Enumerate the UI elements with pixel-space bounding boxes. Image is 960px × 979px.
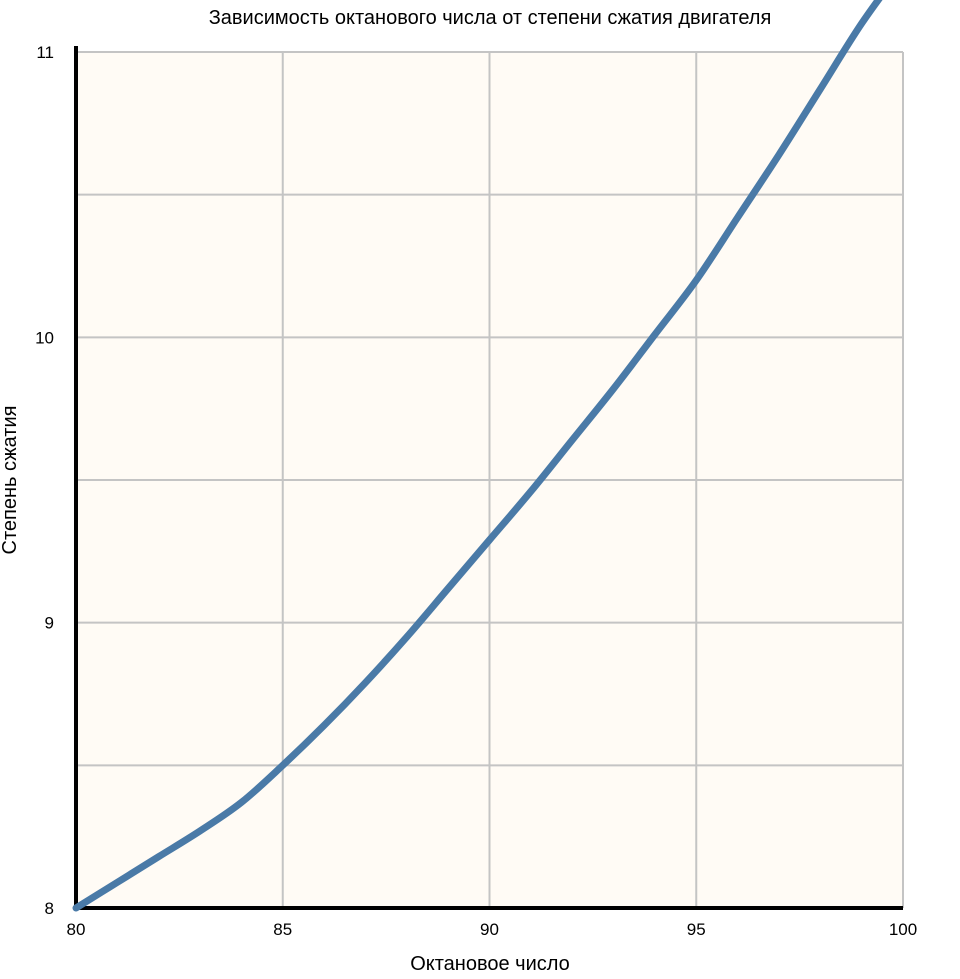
y-tick-label: 11 (36, 43, 54, 62)
tick-labels: 80 85 90 95 100 8 9 10 11 (35, 43, 917, 939)
x-tick-label: 85 (273, 920, 292, 939)
x-tick-label: 80 (67, 920, 86, 939)
grid (75, 51, 904, 909)
series-line (72, 0, 883, 912)
x-tick-label: 100 (889, 920, 917, 939)
x-tick-label: 95 (687, 920, 706, 939)
y-tick-label: 10 (35, 328, 54, 347)
axes (74, 46, 903, 910)
y-tick-label: 9 (45, 614, 54, 633)
y-axis-label: Степень сжатия (0, 406, 21, 555)
y-tick-label: 8 (45, 899, 54, 918)
series (72, 0, 883, 912)
chart-title: Зависимость октанового числа от степени … (209, 7, 772, 29)
x-tick-label: 90 (480, 920, 499, 939)
x-axis-label: Октановое число (410, 953, 570, 975)
